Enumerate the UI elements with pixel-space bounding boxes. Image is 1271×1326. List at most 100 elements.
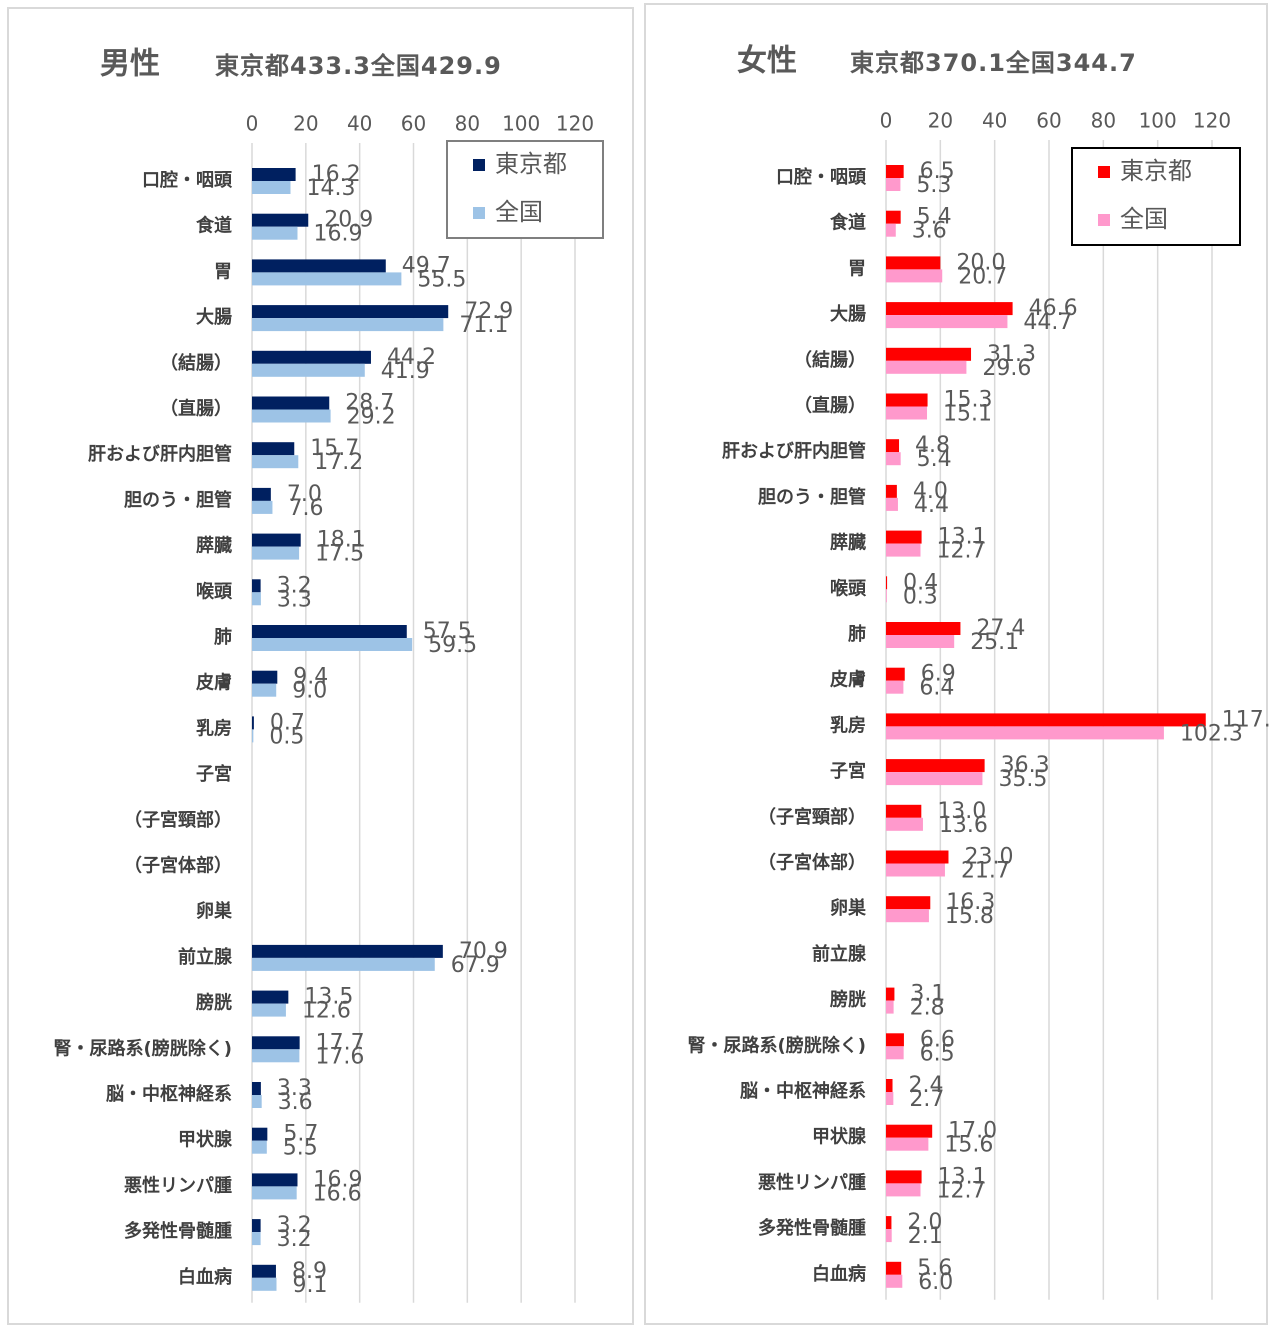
bar — [252, 305, 449, 319]
category-label: 脳・中枢神経系 — [740, 1080, 866, 1102]
value-label: 15.8 — [945, 904, 994, 929]
bar — [252, 1095, 262, 1108]
bar — [886, 589, 887, 603]
value-label: 13.6 — [939, 813, 988, 838]
x-tick-label: 40 — [347, 112, 372, 136]
value-label: 20.0 — [956, 250, 1005, 275]
x-tick-label: 60 — [401, 112, 426, 136]
category-label: 肺 — [848, 624, 866, 645]
bar — [886, 497, 898, 511]
value-label: 15.7 — [310, 436, 359, 461]
bar — [252, 1140, 267, 1154]
bar — [886, 406, 928, 420]
category-label: 食道 — [829, 212, 866, 234]
bar — [252, 1173, 298, 1187]
category-label: 脳・中枢神経系 — [106, 1083, 232, 1105]
bar — [252, 625, 407, 638]
category-label: 食道 — [195, 215, 232, 237]
bar — [252, 1232, 261, 1246]
value-label: 15.3 — [944, 388, 993, 413]
category-label: 胆のう・胆管 — [123, 489, 232, 511]
value-label: 16.6 — [313, 1181, 362, 1206]
value-label: 4.4 — [914, 493, 949, 518]
value-label: 72.9 — [464, 299, 513, 324]
bar — [252, 683, 277, 697]
bar — [886, 863, 945, 877]
value-label: 17.0 — [948, 1119, 997, 1144]
category-label: 前立腺 — [178, 946, 233, 968]
bar — [886, 987, 895, 1001]
bar — [252, 944, 443, 958]
bar — [252, 670, 278, 684]
value-label: 2.1 — [908, 1224, 943, 1249]
bar — [886, 635, 955, 648]
category-label: 膵臓 — [195, 535, 232, 557]
bar — [252, 990, 289, 1004]
value-label: 7.0 — [287, 482, 322, 507]
bar — [252, 442, 295, 456]
x-tick-label: 20 — [928, 109, 953, 133]
value-label: 13.5 — [304, 985, 353, 1010]
bar — [252, 213, 309, 227]
bar — [886, 1261, 902, 1275]
category-label: 口腔・咽頭 — [142, 169, 233, 191]
value-label: 4.8 — [915, 433, 950, 458]
value-label: 6.0 — [918, 1270, 953, 1295]
category-label: 腎・尿路系(膀胱除く) — [688, 1034, 866, 1056]
legend-label: 東京都 — [1120, 157, 1192, 185]
category-label: （結腸） — [160, 352, 232, 374]
bar — [252, 1049, 300, 1063]
value-label: 35.5 — [998, 767, 1047, 792]
bar — [886, 347, 972, 361]
value-label: 5.6 — [917, 1256, 952, 1281]
value-label: 6.4 — [919, 676, 954, 701]
value-label: 17.7 — [316, 1030, 365, 1055]
category-label: 子宮 — [830, 760, 866, 782]
value-label: 29.6 — [982, 356, 1031, 381]
value-label: 2.8 — [910, 996, 945, 1021]
category-label: （子宮体部） — [758, 852, 866, 874]
value-label: 3.6 — [278, 1090, 313, 1115]
legend-label: 全国 — [495, 198, 543, 226]
bar — [252, 455, 299, 469]
category-label: 卵巣 — [196, 900, 233, 922]
value-label: 23.0 — [964, 845, 1013, 870]
value-label: 57.5 — [423, 619, 472, 644]
bar — [252, 487, 271, 501]
bar — [252, 1082, 261, 1095]
value-label: 2.4 — [909, 1073, 944, 1098]
value-label: 8.9 — [292, 1259, 327, 1284]
bar — [886, 576, 888, 590]
value-label: 9.1 — [292, 1273, 327, 1298]
category-label: 乳房 — [196, 717, 232, 739]
legend-label: 東京都 — [495, 150, 567, 178]
bar — [886, 269, 943, 283]
category-label: （子宮頸部） — [124, 809, 232, 831]
value-label: 13.1 — [938, 1164, 987, 1189]
category-label: 口腔・咽頭 — [776, 166, 867, 188]
x-tick-label: 0 — [880, 109, 893, 133]
category-label: 甲状腺 — [178, 1129, 233, 1151]
bar — [886, 543, 921, 557]
category-label: 前立腺 — [812, 943, 867, 965]
value-label: 21.7 — [961, 859, 1010, 884]
value-label: 0.7 — [270, 710, 305, 735]
bar — [886, 393, 928, 407]
bar — [252, 1264, 276, 1278]
category-label: （結腸） — [794, 349, 866, 371]
x-tick-label: 100 — [502, 112, 540, 136]
value-label: 3.2 — [277, 573, 312, 598]
bar — [886, 1183, 921, 1197]
value-label: 67.9 — [451, 953, 500, 978]
bar — [886, 484, 897, 498]
bar — [886, 1079, 893, 1092]
bar — [886, 817, 923, 831]
value-label: 36.3 — [1001, 753, 1050, 778]
category-label: 卵巣 — [830, 897, 867, 919]
value-label: 12.7 — [937, 539, 986, 564]
value-label: 13.0 — [937, 799, 986, 824]
bar — [886, 315, 1008, 329]
category-label: 多発性骨髄腫 — [758, 1217, 866, 1239]
value-label: 16.2 — [312, 162, 361, 187]
